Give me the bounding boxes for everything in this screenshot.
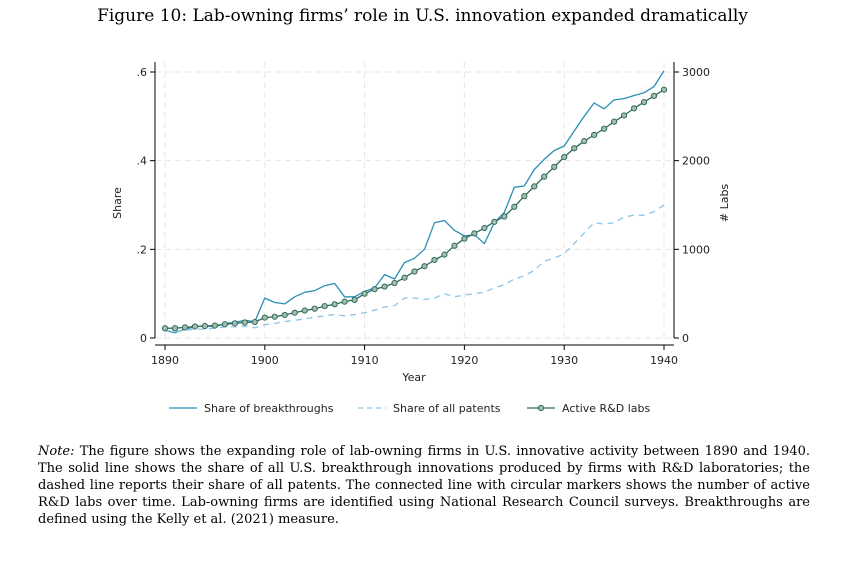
labs-point-1922 [481,224,488,232]
labs-point-1896 [221,321,228,328]
figure-note: Note: The figure shows the expanding rol… [38,443,810,528]
legend-label-patents: Share of all patents [393,402,501,415]
labs-point-1906 [321,302,328,310]
legend-label-breakthroughs: Share of breakthroughs [204,402,334,415]
labs-point-1907 [331,301,338,308]
y-tick-label-1: .2 [137,243,148,256]
y-axis-right-label: # Labs [718,184,731,223]
y-right-tick-label-3: 3000 [682,66,710,79]
labs-point-1919 [451,242,458,249]
y-tick-label-2: .4 [137,155,148,168]
x-tick-label-3: 1920 [450,354,478,367]
legend-label-labs: Active R&D labs [562,402,650,415]
labs-point-1938 [640,99,648,106]
axes [154,62,675,346]
labs-point-1902 [281,311,288,319]
legend: Share of breakthroughs Share of all pate… [169,402,650,415]
labs-point-1908 [341,298,348,305]
labs-point-1915 [411,268,418,275]
labs-point-1898 [241,319,248,326]
chart: 1890 1900 1910 1920 1930 1940 0 .2 .4 .6 0 1000 2000… [111,62,731,415]
labs-point-1894 [201,322,209,330]
labs-point-1890 [161,325,169,332]
labs-point-1901 [271,313,278,320]
legend-key-labs-marker [537,404,545,412]
labs-point-1905 [311,305,318,312]
labs-point-1937 [630,105,638,112]
labs-point-1917 [431,256,438,264]
labs-point-1918 [441,251,448,258]
labs-point-1891 [171,325,179,332]
labs-point-1892 [181,324,189,331]
labs-point-1920 [461,235,468,242]
note-text: The figure shows the expanding role of l… [38,444,810,527]
x-tick-label-1: 1900 [251,354,279,367]
grid [155,62,674,339]
labs-point-1913 [391,279,398,287]
x-tick-label-4: 1930 [550,354,578,367]
labs-point-1934 [601,125,608,132]
series-patents-line [164,204,665,333]
labs-point-1929 [551,163,558,170]
labs-point-1926 [521,193,528,200]
series-layer [161,70,668,334]
labs-point-1936 [620,112,628,119]
labs-point-1923 [491,218,498,225]
note-label: Note: [38,444,75,459]
y-right-tick-label-2: 2000 [682,155,710,168]
labs-point-1899 [251,318,258,326]
y-tick-label-3: .6 [137,66,148,79]
x-axis-label: Year [401,371,426,384]
labs-point-1933 [591,131,598,139]
labs-point-1924 [501,213,508,220]
labs-point-1930 [561,154,568,161]
labs-point-1940 [660,86,668,93]
labs-point-1935 [611,118,618,125]
labs-point-1928 [541,173,548,180]
labs-point-1909 [351,296,358,303]
x-tick-label-2: 1910 [351,354,379,367]
series-breakthroughs-line [164,70,665,334]
labs-point-1927 [531,183,538,190]
tick-layer: 1890 1900 1910 1920 1930 1940 0 .2 .4 .6 0 1000 2000… [137,66,711,367]
y-right-tick-label-0: 0 [682,332,689,345]
labs-point-1921 [471,230,478,237]
labs-point-1910 [361,290,368,297]
labs-point-1911 [371,286,378,293]
x-tick-label-5: 1940 [650,354,678,367]
labs-point-1897 [231,320,238,327]
labs-point-1903 [291,309,298,316]
labs-point-1916 [421,263,428,270]
figure-title: Figure 10: Lab-owning firms’ role in U.S… [97,6,748,26]
labs-point-1895 [211,322,218,329]
labs-point-1932 [581,138,588,145]
labs-point-1925 [511,203,518,210]
labs-point-1912 [381,283,388,290]
x-tick-label-0: 1890 [151,354,179,367]
y-tick-label-0: 0 [140,332,147,345]
y-axis-label: Share [111,187,124,219]
labs-point-1914 [401,274,408,281]
series-labs-line [165,89,665,329]
labs-point-1904 [301,307,308,314]
labs-point-1893 [191,323,199,330]
y-right-tick-label-1: 1000 [682,243,710,256]
labs-point-1900 [261,314,268,321]
labs-point-1931 [571,145,578,152]
labs-point-1939 [650,92,658,100]
